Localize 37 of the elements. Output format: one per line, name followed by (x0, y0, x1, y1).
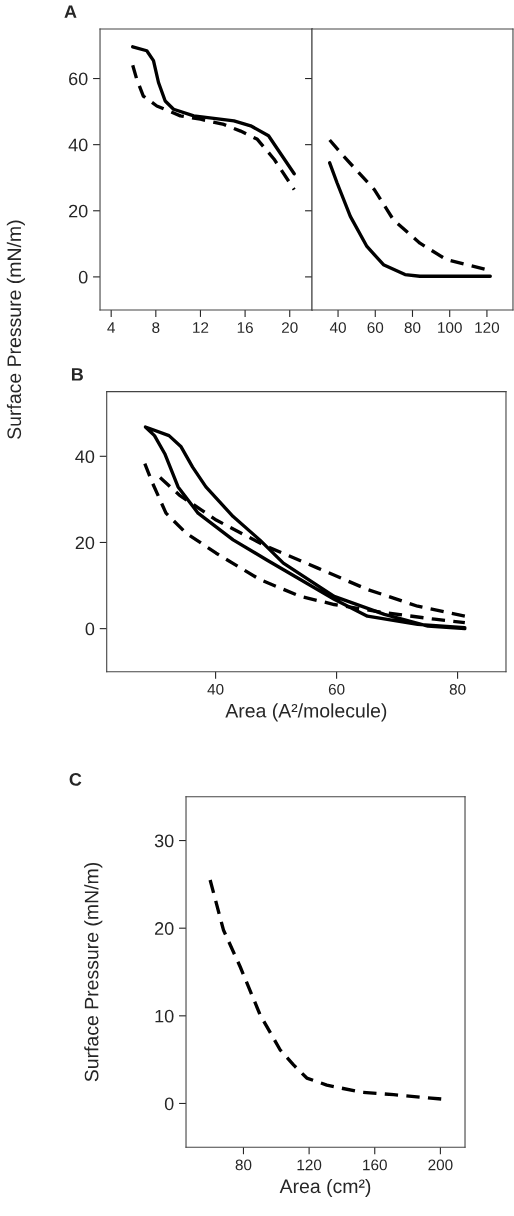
y-tick-label: 20 (155, 922, 174, 935)
y-axis-title: Surface Pressure (mN/m) (84, 863, 103, 1082)
x-tick-label: 80 (404, 322, 421, 333)
y-tick-label: 0 (78, 270, 88, 284)
x-tick-label: 120 (475, 322, 500, 333)
x-tick-label: 40 (329, 322, 346, 333)
x-tick-label: 8 (152, 322, 160, 333)
y-tick-label: 30 (154, 834, 174, 848)
chart-title: C (69, 773, 82, 786)
x-tick-label: 100 (438, 322, 462, 333)
y-axis-title: Surface Pressure (mN/m) (6, 220, 25, 439)
chart-title: B (71, 368, 83, 381)
y-tick-label: 40 (75, 450, 95, 464)
x-tick-label: 60 (367, 322, 384, 333)
x-tick-label: 120 (297, 1159, 322, 1171)
y-tick-label: 40 (68, 138, 88, 152)
y-tick-label: 20 (69, 204, 88, 218)
y-tick-label: 20 (75, 536, 95, 550)
x-tick-label: 80 (449, 683, 466, 695)
x-tick-label: 160 (363, 1159, 387, 1171)
x-tick-label: 200 (428, 1159, 453, 1171)
chart-title: A (64, 5, 77, 18)
line-series (208, 878, 444, 1101)
x-tick-label: 40 (207, 683, 224, 695)
line-series (143, 425, 467, 631)
x-axis-title: Area (cm²) (279, 1178, 371, 1198)
x-tick-label: 16 (237, 322, 253, 333)
y-tick-label: 60 (69, 72, 88, 86)
x-tick-label: 60 (328, 683, 345, 695)
x-tick-label: 4 (107, 322, 115, 333)
x-tick-label: 20 (282, 322, 298, 333)
x-tick-label: 12 (193, 322, 209, 333)
x-axis-title: Area (A²/molecule) (225, 703, 387, 722)
x-tick-label: 80 (235, 1159, 252, 1171)
y-tick-label: 10 (155, 1009, 174, 1023)
y-tick-label: 0 (85, 622, 95, 636)
y-tick-label: 0 (164, 1097, 174, 1111)
